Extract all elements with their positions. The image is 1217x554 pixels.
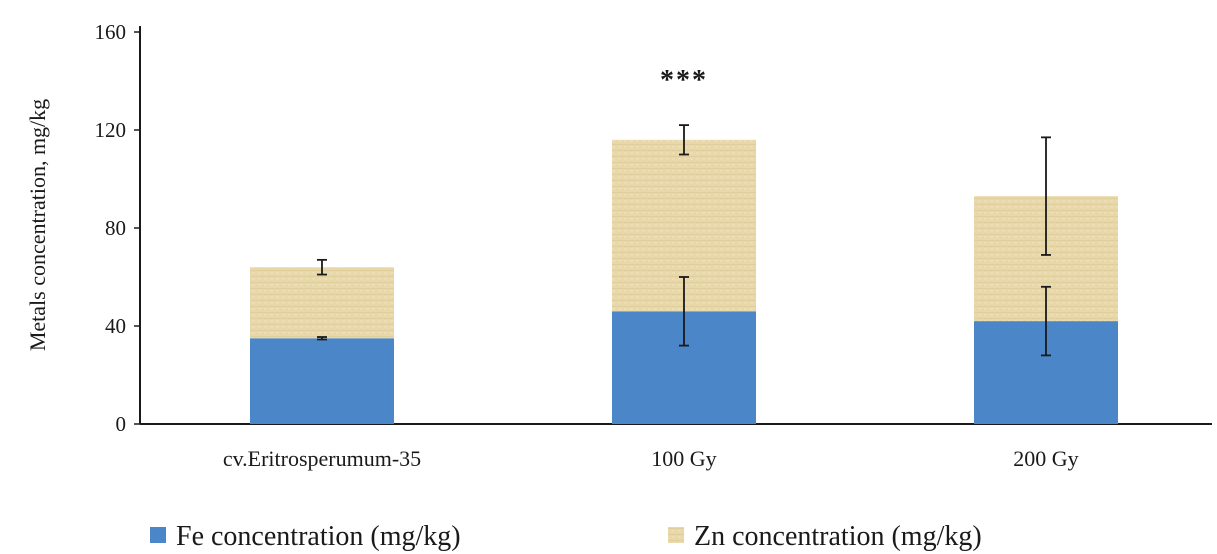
- y-tick-label: 80: [105, 216, 126, 240]
- legend-item-fe: Fe concentration (mg/kg): [150, 521, 461, 552]
- x-category-label: 100 Gy: [651, 446, 716, 471]
- y-tick-label: 160: [95, 20, 127, 44]
- x-category-label: cv.Eritrosperumum-35: [223, 446, 421, 471]
- error-bar-zn-2: [1041, 136, 1051, 256]
- y-tick-label: 120: [95, 118, 127, 142]
- y-tick-label: 0: [116, 412, 127, 436]
- y-axis-label: Metals concentration, mg/kg: [25, 99, 50, 351]
- bar-fe-0: [250, 338, 394, 424]
- error-bars: [317, 124, 1051, 357]
- y-tick-label: 40: [105, 314, 126, 338]
- legend-label: Fe concentration (mg/kg): [176, 521, 461, 552]
- legend: Fe concentration (mg/kg) Zn concentration…: [150, 521, 982, 552]
- legend-swatch: [668, 527, 684, 543]
- error-bar-fe-2: [1041, 285, 1051, 357]
- significance-annotation: ***: [660, 65, 708, 96]
- x-category-label: 200 Gy: [1013, 446, 1078, 471]
- bar-zn-0: [250, 267, 394, 339]
- bars: [250, 139, 1118, 424]
- error-bar-zn-0: [317, 258, 327, 276]
- y-axis: 0 40 80 120 160: [95, 20, 141, 436]
- error-bar-fe-0: [317, 336, 327, 341]
- legend-swatch: [150, 527, 166, 543]
- legend-label: Zn concentration (mg/kg): [694, 521, 982, 552]
- error-bar-fe-1: [679, 276, 689, 347]
- x-axis: cv.Eritrosperumum-35 100 Gy 200 Gy: [140, 423, 1212, 471]
- annotations: ***: [660, 65, 708, 96]
- legend-item-zn: Zn concentration (mg/kg): [668, 521, 982, 552]
- error-bar-zn-1: [679, 124, 689, 156]
